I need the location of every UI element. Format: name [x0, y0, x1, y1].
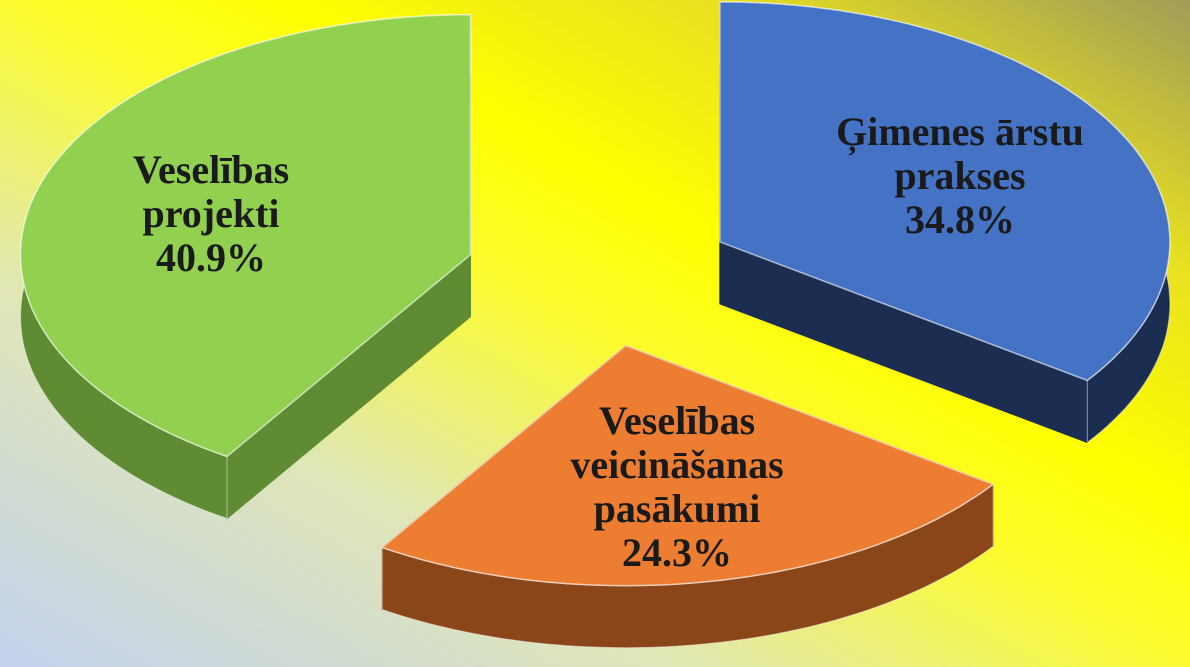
data-label: Veselības veicināšanas pasākumi 24.3%	[517, 399, 837, 575]
slice-top	[719, 1, 1171, 382]
label-value: 34.8%	[905, 197, 1015, 242]
label-category: Veselības projekti	[132, 147, 290, 236]
label-category: Veselības veicināšanas pasākumi	[570, 398, 784, 531]
slice-top	[380, 344, 995, 587]
label-category: Ģimenes ārstu prakses	[836, 109, 1084, 198]
label-value: 24.3%	[622, 530, 732, 575]
data-label: Ģimenes ārstu prakses 34.8%	[795, 110, 1125, 242]
data-label: Veselības projekti 40.9%	[91, 148, 331, 280]
label-value: 40.9%	[156, 235, 266, 280]
slice-top	[19, 13, 472, 458]
